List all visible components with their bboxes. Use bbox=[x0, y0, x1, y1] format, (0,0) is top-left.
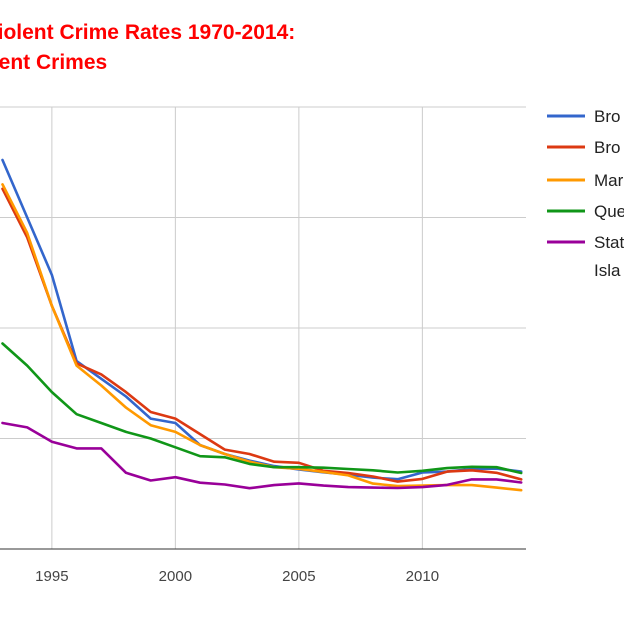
legend-label: Isla bbox=[594, 261, 621, 280]
x-tick-labels: 1995 2000 2005 2010 bbox=[35, 568, 439, 585]
legend-label: Que bbox=[594, 202, 624, 221]
legend-item-5: Stat Isla bbox=[547, 233, 624, 280]
series-3 bbox=[1, 183, 523, 492]
legend-label: Stat bbox=[594, 233, 624, 252]
series-layer bbox=[1, 158, 523, 492]
chart-title: Violent Crime Rates 1970-2014: olent Cri… bbox=[0, 18, 295, 78]
legend-item-1: Bro bbox=[547, 107, 620, 126]
legend-item-2: Bro bbox=[547, 138, 620, 157]
series-line bbox=[1, 342, 523, 475]
series-line bbox=[1, 158, 523, 481]
series-2 bbox=[1, 187, 523, 483]
x-tick-label-2005: 2005 bbox=[282, 568, 315, 585]
chart-title-line-1: Violent Crime Rates 1970-2014: bbox=[0, 21, 296, 44]
legend-item-4: Que bbox=[547, 202, 624, 221]
series-line bbox=[1, 421, 523, 490]
series-line bbox=[1, 187, 523, 483]
x-tick-label-2000: 2000 bbox=[159, 568, 192, 585]
x-tick-label-2010: 2010 bbox=[406, 568, 439, 585]
grid-layer bbox=[0, 106, 526, 549]
legend-label: Bro bbox=[594, 107, 620, 126]
legend-item-3: Mar bbox=[547, 171, 624, 190]
legend: Bro Bro Mar Que Stat Isla bbox=[547, 107, 624, 280]
series-1 bbox=[1, 158, 523, 481]
chart-title-line-2: olent Crimes bbox=[0, 51, 108, 74]
series-line bbox=[1, 183, 523, 492]
legend-label: Mar bbox=[594, 171, 624, 190]
x-tick-label-1995: 1995 bbox=[35, 568, 68, 585]
series-5 bbox=[1, 421, 523, 490]
legend-label: Bro bbox=[594, 138, 620, 157]
series-4 bbox=[1, 342, 523, 475]
